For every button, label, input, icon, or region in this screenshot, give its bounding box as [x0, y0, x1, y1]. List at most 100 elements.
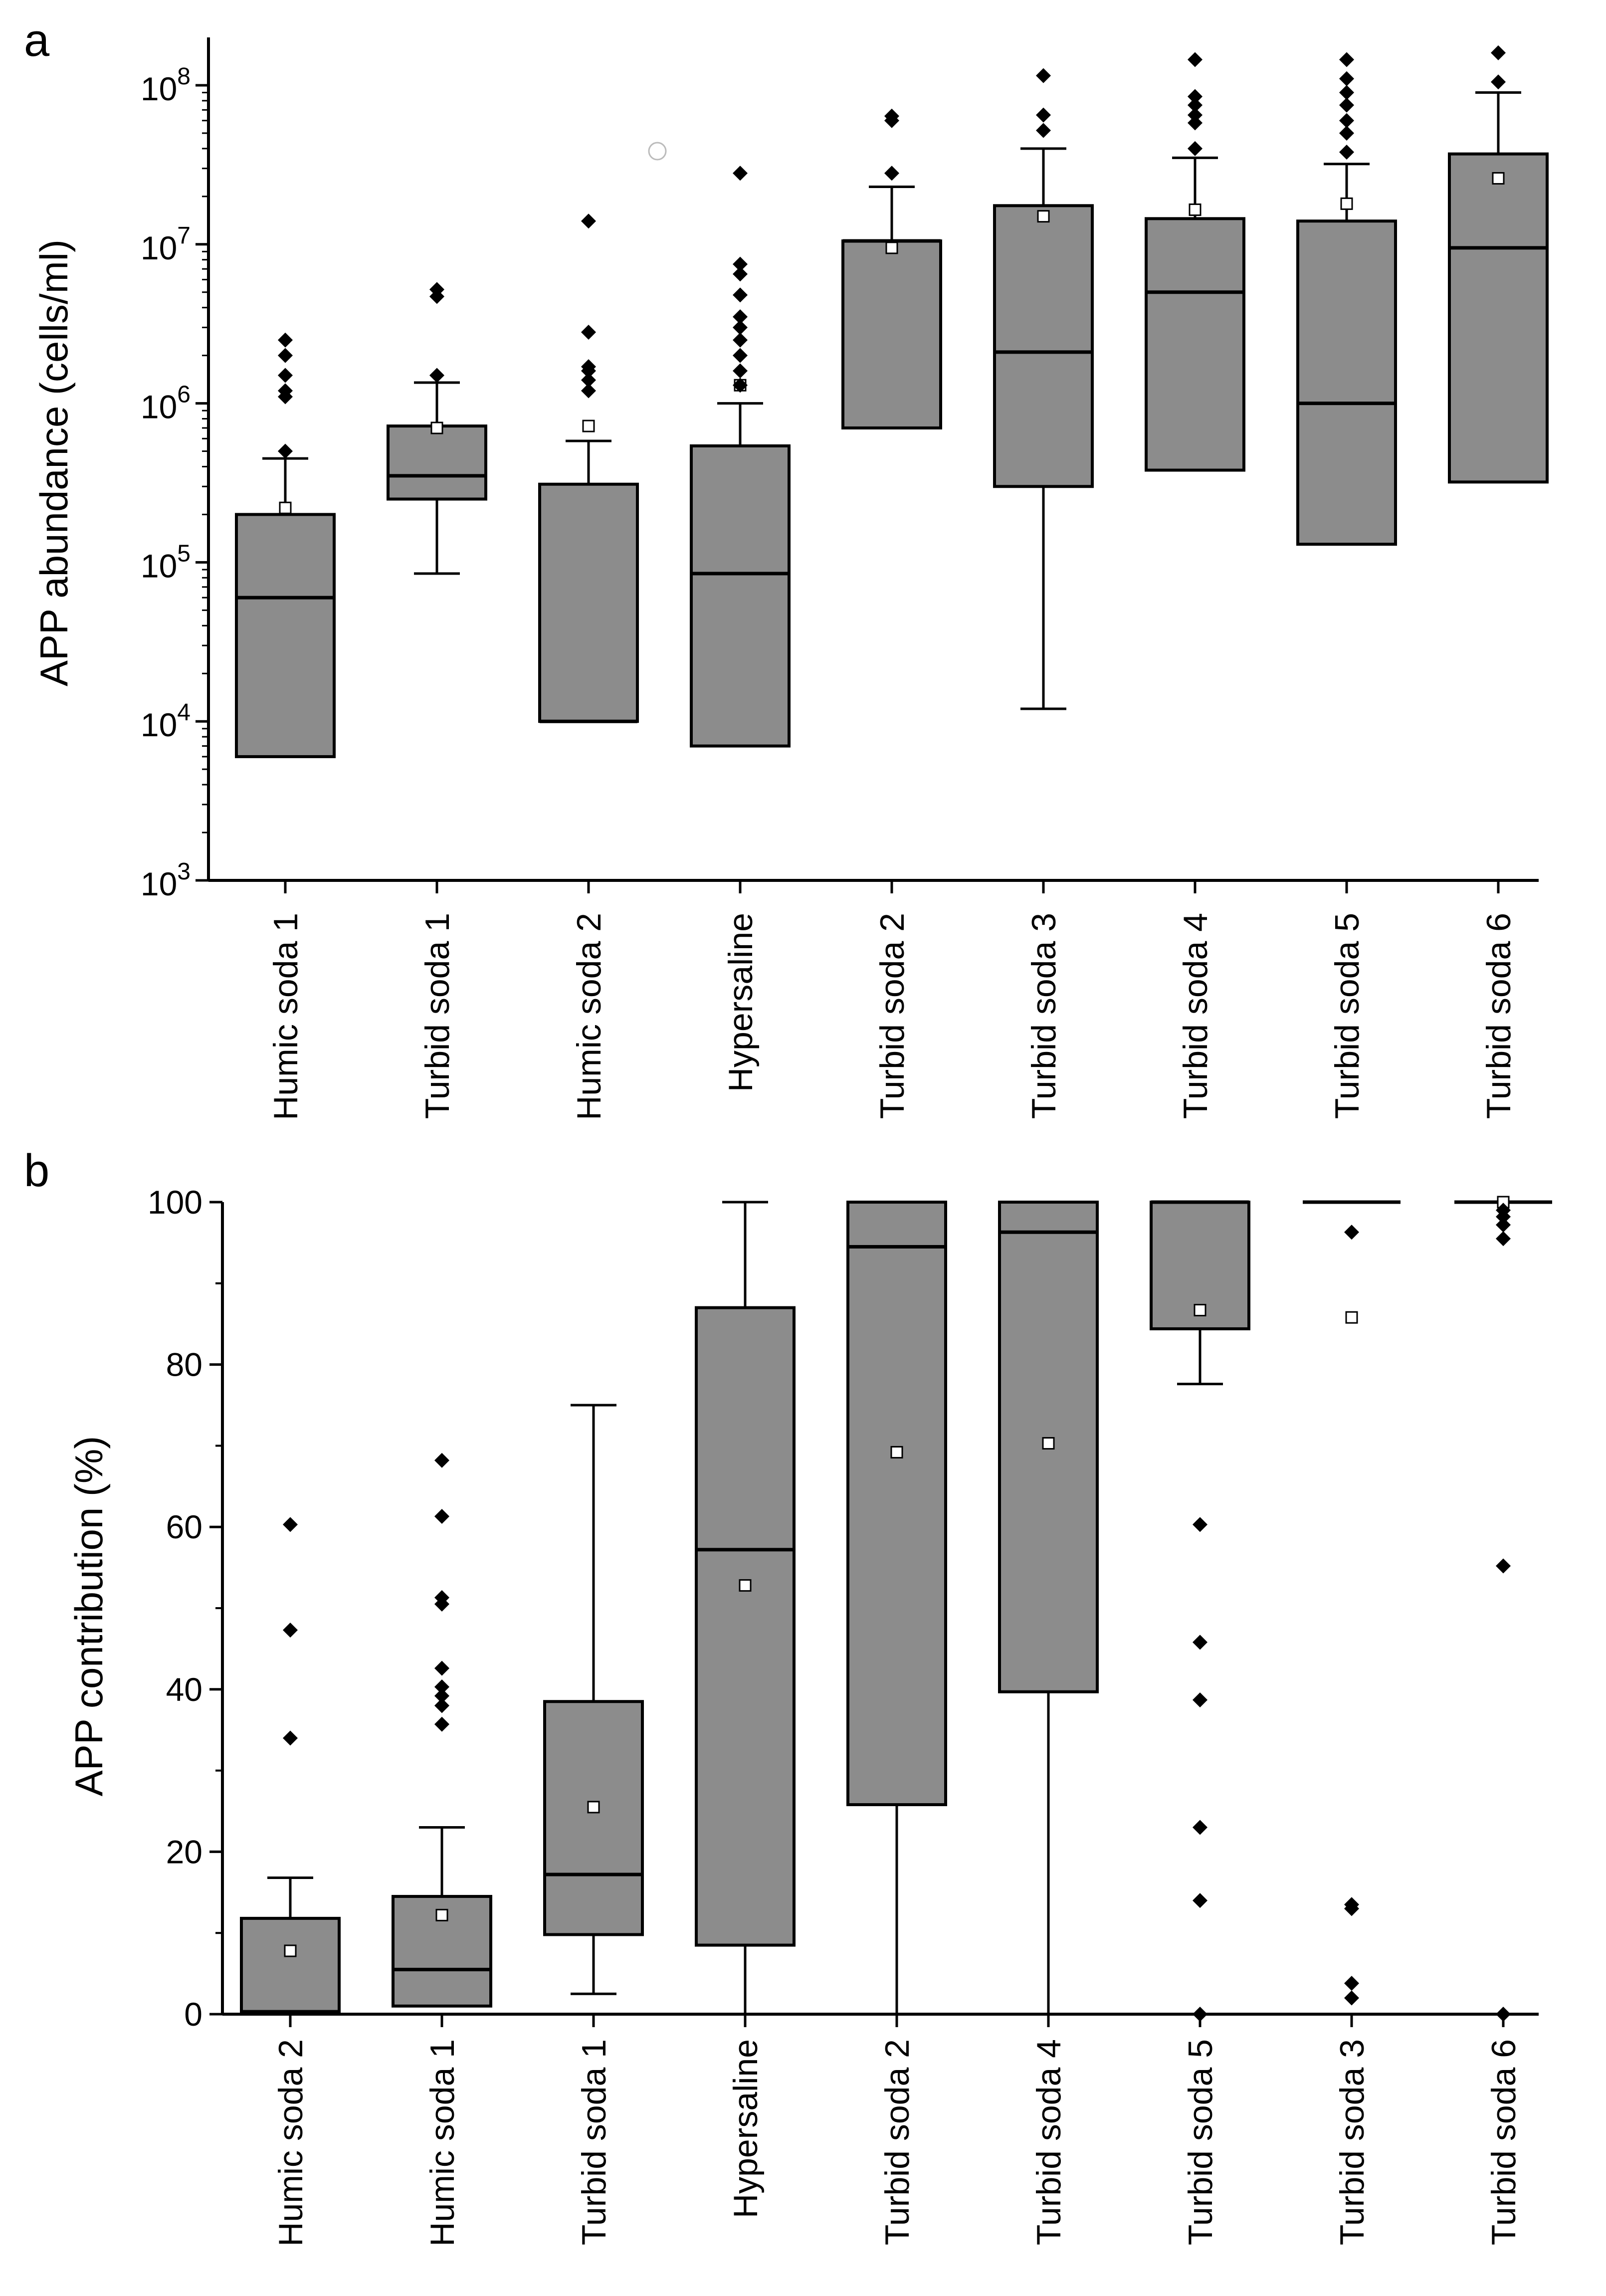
- y-tick-label: 100: [148, 1184, 202, 1221]
- outlier-marker: [1339, 113, 1354, 128]
- outlier-marker: [283, 1622, 298, 1638]
- outlier-marker: [1188, 52, 1203, 67]
- outlier-marker: [1491, 45, 1506, 60]
- y-tick-label: 106: [141, 382, 191, 425]
- outlier-marker: [733, 266, 748, 282]
- box-5: [846, 1201, 947, 2014]
- x-category-label: Turbid soda 2: [873, 913, 911, 1119]
- outlier-marker: [733, 309, 748, 325]
- panel-b-letter: b: [24, 1145, 49, 1196]
- y-tick-label: 40: [166, 1671, 202, 1708]
- panel-b-chart: b 0 20 40 60 80 100 Humic soda 2 Humic soda 1 T…: [24, 1145, 1552, 2247]
- outlier-marker: [283, 1730, 298, 1746]
- box-2: [392, 1453, 492, 2008]
- outlier-marker: [434, 1453, 449, 1468]
- mean-marker: [430, 421, 443, 434]
- outlier-marker: [434, 1688, 449, 1703]
- y-tick-base: 10: [141, 547, 177, 584]
- outlier-marker: [1339, 125, 1354, 141]
- panel-a-x-tick-labels: Humic soda 1 Turbid soda 1 Humic soda 2 Hyp…: [267, 913, 1518, 1120]
- outlier-marker: [1496, 1217, 1511, 1233]
- mean-marker: [1189, 203, 1202, 216]
- outlier-marker: [278, 443, 293, 459]
- mean-marker: [1340, 197, 1353, 210]
- box-body: [392, 1894, 492, 2008]
- x-category-label: Humic soda 2: [570, 913, 608, 1120]
- outlier-marker: [1188, 115, 1203, 131]
- outlier-marker: [1188, 89, 1203, 104]
- y-tick-exponent: 5: [177, 540, 191, 567]
- mean-marker: [890, 1446, 903, 1459]
- outlier-marker: [733, 332, 748, 348]
- x-category-label: Turbid soda 5: [1328, 913, 1366, 1119]
- outlier-marker: [1496, 1231, 1511, 1247]
- box-2: [387, 282, 487, 575]
- y-tick-label: 107: [141, 222, 191, 266]
- outlier-marker: [1193, 1635, 1207, 1650]
- outlier-marker: [581, 359, 596, 375]
- outlier-marker: [581, 383, 596, 399]
- outlier-marker: [1036, 107, 1051, 123]
- box-body: [1145, 217, 1245, 472]
- y-tick-label: 0: [184, 1996, 202, 2033]
- outlier-marker: [1491, 74, 1506, 90]
- outlier-marker: [283, 1517, 298, 1532]
- outlier-marker: [1193, 2007, 1207, 2022]
- outlier-marker: [278, 368, 293, 383]
- box-9: [1454, 1196, 1552, 2022]
- outlier-marker: [434, 1679, 449, 1694]
- box-body: [1296, 219, 1397, 546]
- outlier-marker: [1339, 52, 1354, 67]
- outlier-marker: [884, 166, 899, 181]
- y-tick-label: 80: [166, 1346, 202, 1383]
- outlier-marker: [1036, 123, 1051, 138]
- panel-b-y-axis-title: APP contribution (%): [67, 1436, 111, 1797]
- box-7: [1150, 1200, 1250, 2022]
- box-body: [543, 1700, 644, 1936]
- box-4: [695, 1201, 796, 2014]
- outlier-marker: [434, 1716, 449, 1732]
- mean-marker: [885, 241, 898, 254]
- box-8: [1303, 1200, 1401, 2006]
- panel-a-axes: [196, 37, 1539, 893]
- outlier-marker: [581, 325, 596, 340]
- x-category-label: Turbid soda 2: [878, 2039, 916, 2245]
- y-tick-label: 103: [141, 858, 191, 902]
- outlier-marker: [1036, 68, 1051, 83]
- outlier-marker: [1193, 1820, 1207, 1835]
- outlier-marker: [1496, 1203, 1511, 1218]
- panel-a-boxes: [235, 45, 1549, 758]
- mean-marker: [1492, 172, 1505, 185]
- outlier-marker: [429, 368, 444, 383]
- panel-a-y-axis-title: APP abundance (cells/ml): [32, 239, 76, 686]
- x-category-label: Hypersaline: [722, 913, 760, 1092]
- y-tick-base: 10: [141, 229, 177, 266]
- box-3: [538, 213, 639, 723]
- box-body: [235, 513, 336, 758]
- outlier-marker: [1339, 71, 1354, 86]
- outlier-marker: [434, 1509, 449, 1524]
- outlier-marker: [733, 256, 748, 272]
- x-category-label: Humic soda 1: [267, 913, 305, 1120]
- box-1: [235, 332, 336, 758]
- box-8: [1296, 52, 1397, 546]
- box-body: [1448, 152, 1549, 484]
- box-5: [841, 108, 942, 429]
- x-category-label: Turbid soda 6: [1480, 913, 1518, 1119]
- y-tick-base: 10: [141, 389, 177, 425]
- outlier-marker: [733, 287, 748, 303]
- outlier-marker: [581, 213, 596, 229]
- box-1: [240, 1517, 341, 2016]
- outlier-marker: [1193, 1893, 1207, 1908]
- x-category-label: Turbid soda 4: [1177, 913, 1214, 1119]
- outlier-marker: [733, 363, 748, 379]
- x-category-label: Turbid soda 5: [1182, 2039, 1219, 2245]
- outlier-marker: [733, 166, 748, 181]
- y-tick-label: 104: [141, 699, 191, 743]
- outlier-marker: [1344, 1225, 1359, 1240]
- x-category-label: Turbid soda 6: [1485, 2039, 1523, 2245]
- panel-b-x-tick-labels: Humic soda 2 Humic soda 1 Turbid soda 1 Hyp…: [272, 2039, 1523, 2247]
- x-category-label: Turbid soda 1: [575, 2039, 613, 2245]
